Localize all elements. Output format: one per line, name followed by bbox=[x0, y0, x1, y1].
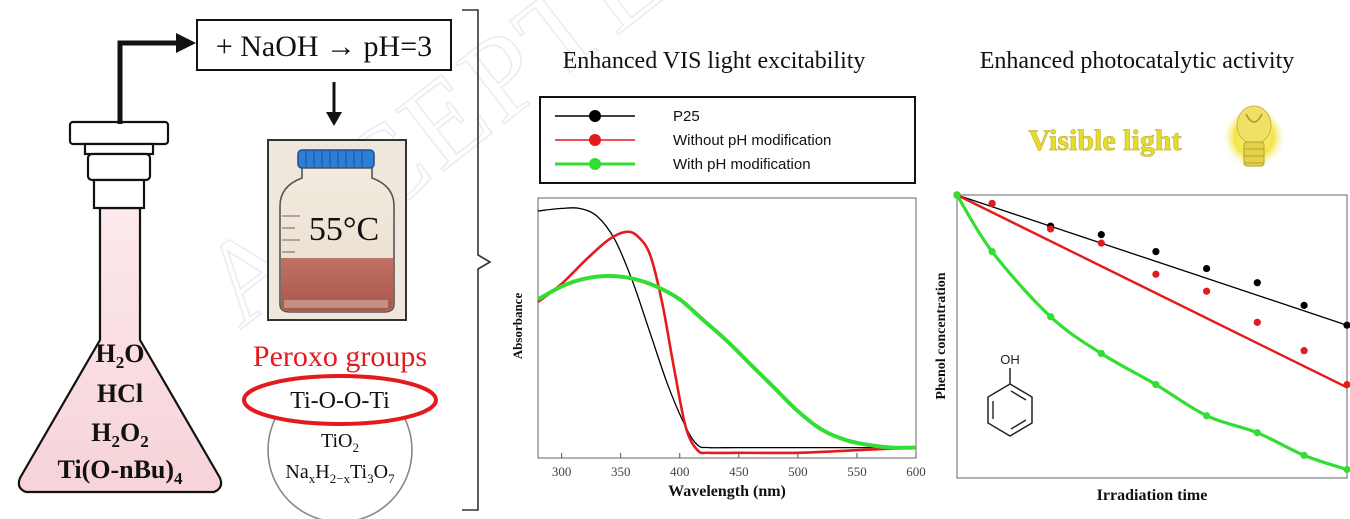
phenol-point-without-ph-modification bbox=[1300, 347, 1308, 355]
phenol-point-with-ph-modification bbox=[988, 248, 996, 256]
photocatalysis-heading: Enhanced photocatalytic activity bbox=[980, 48, 1295, 74]
phenol-oh-label: OH bbox=[1000, 352, 1020, 367]
phenol-point-with-ph-modification bbox=[1047, 313, 1055, 321]
absorbance-plot-frame bbox=[537, 197, 917, 459]
absorbance-x-tick-label: 400 bbox=[670, 464, 690, 479]
legend-label-without-ph: Without pH modification bbox=[673, 132, 831, 149]
absorbance-legend: P25 Without pH modification With pH modi… bbox=[539, 96, 916, 184]
absorbance-x-tick-label: 350 bbox=[611, 464, 631, 479]
naoh-step-label: + NaOH → pH=3 bbox=[216, 30, 432, 63]
legend-item-without-ph: Without pH modification bbox=[555, 132, 831, 149]
phenol-point-p25 bbox=[1203, 264, 1211, 273]
absorbance-heading: Enhanced VIS light excitability bbox=[563, 48, 866, 74]
visible-light-label: Visible light bbox=[1028, 124, 1181, 157]
phenol-fit-line-without-ph-modification bbox=[956, 193, 1348, 389]
acid-formula: HCl bbox=[97, 379, 143, 408]
grouping-bracket bbox=[462, 9, 492, 511]
phenol-point-without-ph-modification bbox=[1343, 381, 1350, 389]
flask-contents: H2O HCl H2O2 Ti(O-nBu)4 bbox=[57, 339, 183, 488]
peroxo-bond: Ti-O-O-Ti bbox=[290, 388, 390, 414]
phenol-point-with-ph-modification bbox=[953, 191, 961, 199]
legend-label-with-ph: With pH modification bbox=[673, 156, 811, 173]
legend-item-p25: P25 bbox=[555, 108, 700, 125]
phenol-point-with-ph-modification bbox=[1203, 412, 1211, 420]
legend-label-p25: P25 bbox=[673, 108, 700, 125]
absorbance-x-tick-label: 500 bbox=[788, 464, 808, 479]
flask-stopper bbox=[68, 120, 170, 146]
phenol-point-without-ph-modification bbox=[988, 199, 996, 208]
phenol-point-p25 bbox=[1097, 231, 1105, 239]
absorbance-x-tick-label: 600 bbox=[906, 464, 926, 479]
erlenmeyer-flask bbox=[17, 120, 223, 494]
phenol-point-with-ph-modification bbox=[1152, 381, 1160, 389]
light-bulb-icon bbox=[1224, 105, 1284, 170]
phenol-point-without-ph-modification bbox=[1203, 287, 1211, 295]
absorbance-x-tick-label: 450 bbox=[729, 464, 749, 479]
legend-item-with-ph: With pH modification bbox=[555, 156, 811, 173]
absorbance-line-without-ph-modification bbox=[537, 230, 917, 455]
tio2-label: TiO2 bbox=[321, 430, 359, 455]
phenol-fit-line-with-ph-modification bbox=[955, 194, 1348, 472]
water-formula: H2O bbox=[96, 339, 145, 372]
peroxide-formula: H2O2 bbox=[91, 418, 148, 451]
phenol-point-p25 bbox=[1152, 248, 1160, 256]
phenol-point-with-ph-modification bbox=[1253, 429, 1261, 437]
absorbance-x-tick-label: 550 bbox=[847, 464, 867, 479]
absorbance-line-with-ph-modification bbox=[537, 273, 917, 450]
flask-body bbox=[17, 206, 223, 494]
heated-bottle bbox=[267, 139, 407, 321]
phenol-point-without-ph-modification bbox=[1047, 225, 1055, 233]
phenol-point-without-ph-modification bbox=[1152, 270, 1160, 278]
absorbance-chart: 300 350 400 450 500 550 600 Wavelength (nm) Ab… bbox=[510, 197, 926, 500]
phenol-plot-frame bbox=[956, 194, 1348, 479]
phenol-ylabel: Phenol concentration bbox=[934, 272, 949, 399]
down-arrow-icon bbox=[326, 82, 342, 126]
precursor-formula: Ti(O-nBu)4 bbox=[57, 455, 183, 488]
phenol-point-p25 bbox=[1300, 301, 1308, 309]
phenol-point-with-ph-modification bbox=[1343, 465, 1350, 474]
absorbance-xlabel: Wavelength (nm) bbox=[668, 483, 786, 500]
phenol-point-p25 bbox=[1253, 279, 1261, 287]
phenol-chart: Irradiation time Phenol concentration bbox=[934, 191, 1350, 504]
absorbance-ylabel: Absorbance bbox=[510, 293, 525, 360]
phenol-point-without-ph-modification bbox=[1097, 239, 1105, 247]
peroxo-title: Peroxo groups bbox=[253, 340, 427, 373]
bottle-temperature: 55°C bbox=[309, 211, 379, 248]
phenol-point-p25 bbox=[1343, 321, 1350, 329]
peroxo-highlight bbox=[242, 374, 438, 426]
phenol-xlabel: Irradiation time bbox=[1097, 487, 1208, 504]
phenol-structure-icon: OH bbox=[987, 352, 1033, 437]
phenol-point-without-ph-modification bbox=[1253, 318, 1261, 326]
absorbance-line-p25 bbox=[537, 207, 916, 449]
phenol-fit-line-p25 bbox=[956, 194, 1348, 326]
phenol-point-with-ph-modification bbox=[1300, 451, 1308, 459]
process-arrow bbox=[117, 33, 196, 124]
naoh-step-box bbox=[196, 19, 452, 71]
titanate-label: NaxH2−xTi3O7 bbox=[285, 461, 395, 486]
absorbance-x-tick-label: 300 bbox=[552, 464, 572, 479]
phenol-point-with-ph-modification bbox=[1097, 349, 1105, 358]
